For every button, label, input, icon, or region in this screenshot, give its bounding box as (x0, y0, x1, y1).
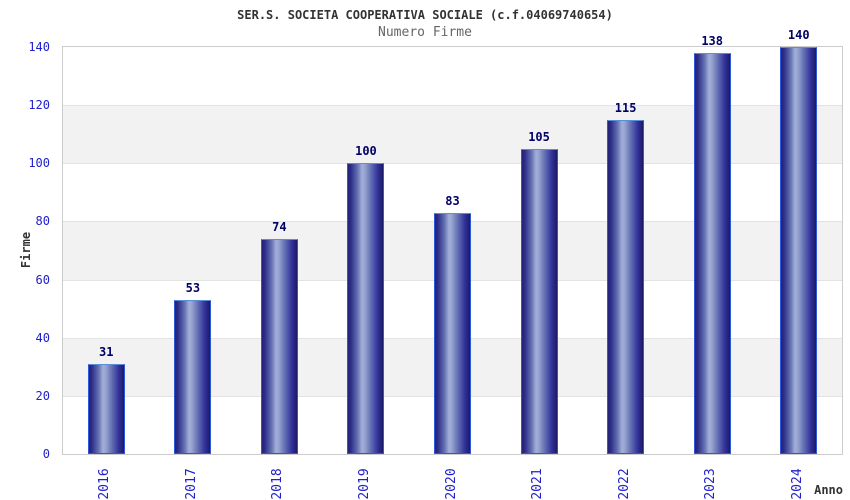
plot-area: 31 53 74 100 83 105 115 138 140 (62, 28, 843, 455)
y-tick-label: 120 (28, 98, 50, 113)
bar-2022 (607, 119, 645, 454)
bar-2023 (693, 52, 731, 454)
bar-value-label: 140 (787, 28, 810, 42)
x-tick-label-2017: 2017 (183, 468, 199, 500)
bar-2021 (520, 148, 558, 454)
y-tick-label: 60 (35, 272, 50, 287)
bar-value-label: 115 (614, 100, 637, 115)
x-tick-label-2018: 2018 (270, 468, 286, 500)
y-tick-label: 80 (35, 214, 50, 229)
bar-2024 (780, 47, 818, 454)
bar-value-label: 74 (272, 219, 287, 234)
y-tick-label: 0 (42, 447, 50, 461)
bar-2020 (434, 212, 471, 454)
x-tick-label-2016: 2016 (97, 468, 113, 500)
bar-2019 (347, 163, 385, 454)
bar-value-label: 53 (185, 280, 201, 295)
y-tick-label: 20 (35, 388, 50, 403)
bar-value-label: 31 (99, 344, 114, 359)
y-tick-label: 40 (35, 330, 50, 345)
x-axis-labels: 2016 2017 2018 2019 2020 2021 2022 2023 2024 (62, 455, 843, 500)
y-tick-label: 100 (28, 156, 50, 171)
x-tick-label-2020: 2020 (443, 468, 459, 500)
x-tick-label-2023: 2023 (703, 468, 719, 500)
bar-value-label: 138 (701, 33, 723, 48)
bar-value-label: 100 (355, 144, 377, 159)
bar-2017 (174, 299, 212, 454)
chart-title: SER.S. SOCIETA COOPERATIVA SOCIALE (c.f.… (237, 8, 613, 22)
bar-value-label: 83 (445, 193, 460, 208)
bar-2016 (87, 363, 125, 454)
bar-value-label: 105 (528, 129, 550, 144)
bar-2018 (260, 238, 298, 454)
chart-subtitle: Numero Firme (378, 25, 472, 40)
x-tick-label-2019: 2019 (356, 468, 372, 500)
y-axis-title: Firme (19, 231, 33, 269)
y-tick-label: 140 (28, 40, 50, 54)
x-tick-label-2024: 2024 (789, 468, 805, 500)
x-tick-label-2022: 2022 (616, 468, 632, 500)
x-axis-title: Anno (814, 483, 843, 497)
x-tick-label-2021: 2021 (530, 468, 546, 500)
